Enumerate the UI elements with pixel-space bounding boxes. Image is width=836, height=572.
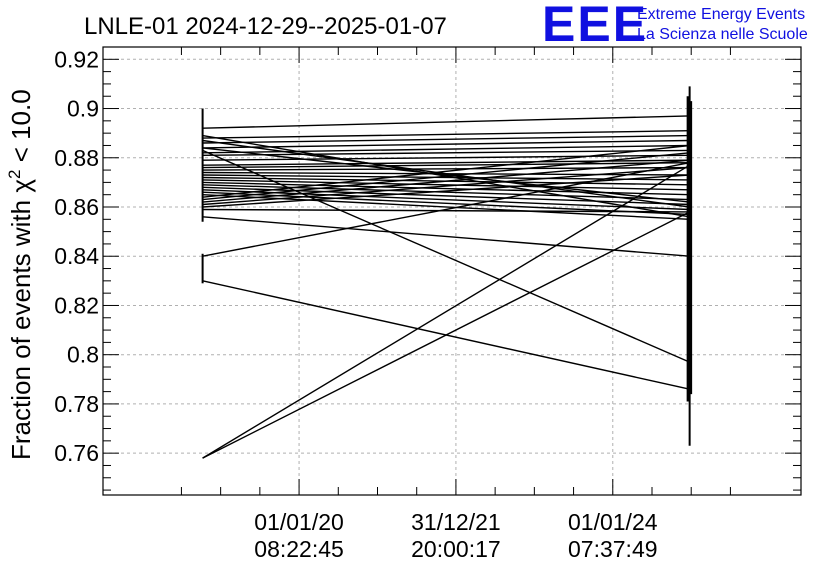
series-line-30	[202, 149, 690, 363]
series-line-3	[202, 139, 690, 149]
axis-ticks	[103, 47, 801, 495]
series-line-16	[202, 186, 690, 206]
eee-logo-line1: Extreme Energy Events	[637, 6, 805, 23]
series-line-8	[202, 162, 690, 169]
eee-logo-mark: EEE	[542, 0, 648, 52]
series-line-31	[202, 162, 690, 257]
y-tick-label-1: 0.78	[54, 391, 99, 417]
error-bars	[201, 86, 693, 446]
series-line-23	[202, 166, 690, 206]
y-tick-label-0: 0.76	[54, 440, 99, 466]
eee-logo: EEE Extreme Energy Events La Scienza nel…	[542, 0, 808, 52]
series-line-33	[202, 164, 690, 459]
series-line-6	[202, 154, 690, 161]
series-line-1	[202, 130, 690, 139]
series-line-25	[202, 208, 690, 213]
x-tick-label-line2-1: 20:00:17	[411, 536, 501, 562]
series-line-34	[202, 211, 690, 459]
y-tick-label-6: 0.88	[54, 145, 99, 171]
x-tick-label-line2-2: 07:37:49	[568, 536, 658, 562]
series-line-27	[202, 147, 690, 203]
y-axis-label: Fraction of events with χ2 < 10.0	[5, 89, 36, 460]
series-line-13	[202, 179, 690, 191]
series-line-11	[202, 174, 690, 181]
y-tick-label-8: 0.92	[54, 46, 99, 72]
y-tick-label-5: 0.86	[54, 194, 99, 220]
y-tick-label-3: 0.82	[54, 292, 99, 318]
x-tick-label-line1-0: 01/01/20	[254, 509, 344, 535]
y-tick-label-4: 0.84	[54, 243, 99, 269]
series-line-5	[202, 149, 690, 156]
x-tick-label-line1-2: 01/01/24	[568, 509, 658, 535]
y-tick-labels: 0.76 0.78 0.8 0.82 0.84 0.86 0.88 0.9 0.92	[54, 46, 99, 466]
y-tick-label-7: 0.9	[67, 96, 99, 122]
series-line-18	[202, 191, 690, 216]
y-axis-label-sup: 2	[5, 170, 24, 179]
series-line-0	[202, 115, 690, 129]
eee-logo-line2: La Scienza nelle Scuole	[637, 26, 808, 43]
grid	[103, 47, 801, 495]
x-tick-label-line2-0: 08:22:45	[254, 536, 344, 562]
series-line-2	[202, 134, 690, 144]
series-line-22	[202, 159, 690, 203]
series-line-26	[202, 216, 690, 257]
series-line-24	[202, 174, 690, 208]
x-tick-label-line1-1: 31/12/21	[411, 509, 501, 535]
plot-frame	[102, 46, 802, 496]
series-line-20	[202, 144, 690, 198]
series-line-17	[202, 189, 690, 211]
series-line-28	[202, 139, 690, 208]
series-line-9	[202, 166, 690, 171]
series-line-29	[202, 134, 690, 218]
y-axis-label-prefix: Fraction of events with χ	[6, 179, 36, 460]
y-tick-label-2: 0.8	[67, 342, 99, 368]
chart-title: LNLE-01 2024-12-29--2025-01-07	[84, 13, 447, 40]
series-line-15	[202, 184, 690, 201]
series-lines	[202, 115, 690, 459]
y-axis-label-suffix: < 10.0	[6, 89, 36, 169]
